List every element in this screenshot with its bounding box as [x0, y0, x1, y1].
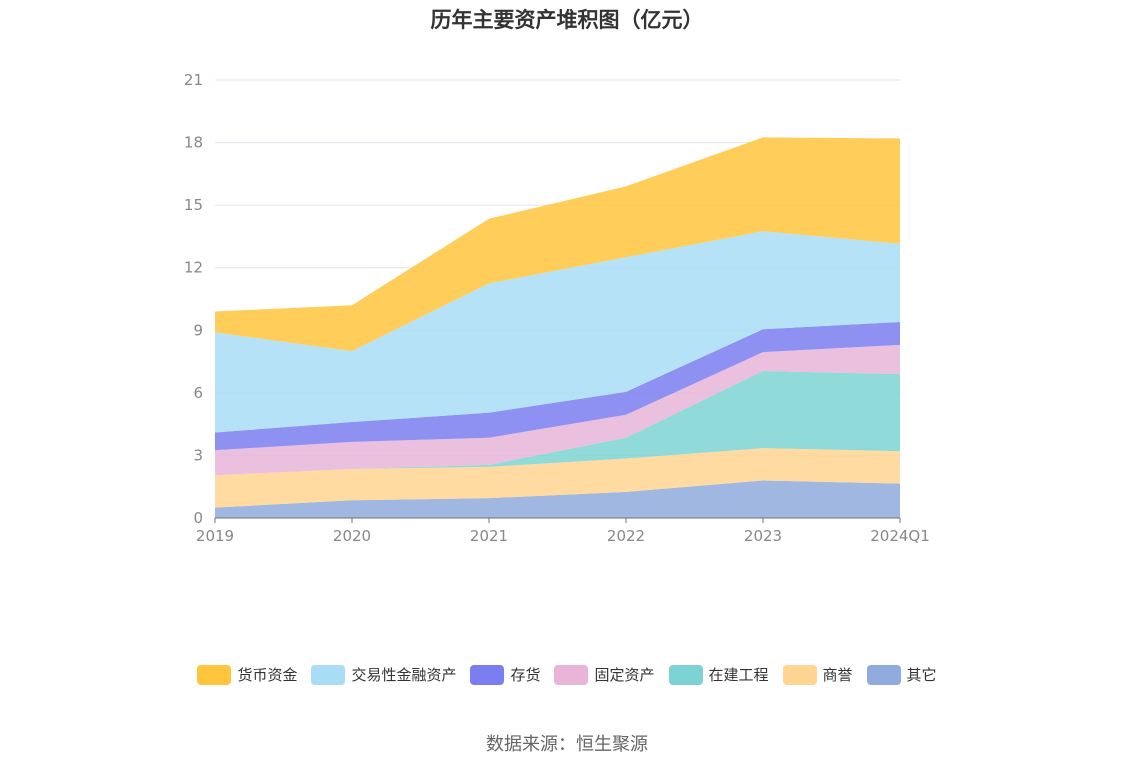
y-tick-label: 0: [193, 509, 203, 527]
y-tick-label: 15: [184, 196, 203, 214]
area-series-3[interactable]: [215, 344, 900, 476]
area-series-6[interactable]: [215, 137, 900, 352]
legend-item[interactable]: 固定资产: [554, 664, 655, 685]
legend-label: 交易性金融资产: [351, 666, 457, 684]
legend-label: 固定资产: [594, 666, 655, 684]
legend: 货币资金 交易性金融资产 存货 固定资产 在建工程 商誉 其它: [0, 664, 1134, 685]
x-tick-label: 2024Q1: [870, 527, 930, 545]
legend-swatch: [782, 664, 817, 685]
legend-swatch: [470, 664, 505, 685]
x-tick-label: 2020: [333, 527, 371, 545]
source-note: 数据来源：恒生聚源: [486, 734, 648, 755]
legend-label: 存货: [510, 666, 541, 684]
stacked-area-chart: 0 3 6 9 12 15 18 21 2019 2020 2021 2022 2023 2024Q1: [184, 71, 930, 545]
legend-label: 商誉: [822, 666, 853, 684]
y-tick-label: 18: [184, 134, 203, 152]
y-tick-label: 9: [193, 321, 203, 339]
legend-label: 其它: [906, 666, 937, 684]
legend-swatch: [554, 664, 589, 685]
area-series-4[interactable]: [215, 321, 900, 451]
x-tick-label: 2023: [744, 527, 782, 545]
x-tick-label: 2021: [470, 527, 508, 545]
legend-swatch: [311, 664, 346, 685]
y-tick-label: 6: [193, 384, 203, 402]
area-series-1[interactable]: [215, 448, 900, 508]
x-tick-label: 2019: [196, 527, 234, 545]
axes: 0 3 6 9 12 15 18 21 2019 2020 2021 2022 2023 2024Q1: [184, 71, 930, 545]
legend-item[interactable]: 其它: [866, 664, 937, 685]
legend-swatch: [866, 664, 901, 685]
legend-label: 货币资金: [237, 666, 298, 684]
legend-item[interactable]: 存货: [470, 664, 540, 685]
area-series-5[interactable]: [215, 231, 900, 433]
area-series: [215, 137, 900, 518]
legend-swatch: [668, 664, 703, 685]
area-series-2[interactable]: [215, 370, 900, 476]
chart-title: 历年主要资产堆积图（亿元）: [430, 8, 704, 32]
legend-label: 在建工程: [708, 666, 769, 684]
area-series-0[interactable]: [215, 480, 900, 518]
legend-swatch: [197, 664, 232, 685]
y-tick-label: 12: [184, 259, 203, 277]
legend-item[interactable]: 货币资金: [197, 664, 297, 685]
x-tick-label: 2022: [607, 527, 645, 545]
y-tick-label: 21: [184, 71, 203, 89]
legend-item[interactable]: 在建工程: [668, 664, 769, 685]
legend-item[interactable]: 商誉: [782, 664, 853, 685]
legend-item[interactable]: 交易性金融资产: [311, 664, 456, 685]
y-tick-label: 3: [193, 446, 203, 464]
